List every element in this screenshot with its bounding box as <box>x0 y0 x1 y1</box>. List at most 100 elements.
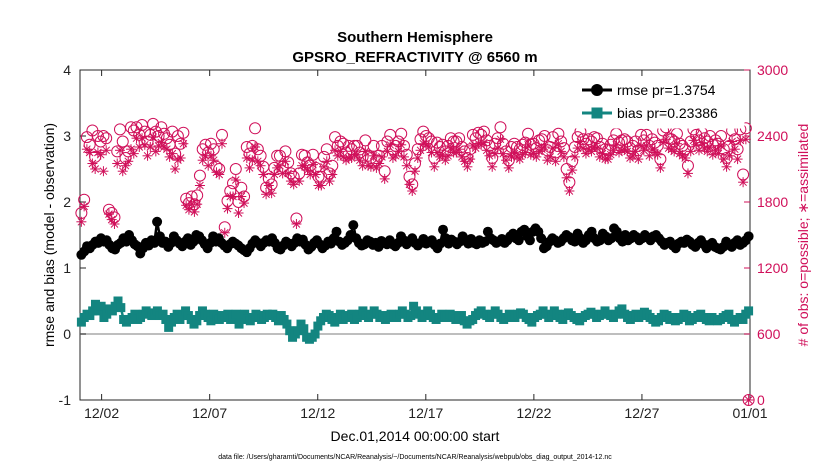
obs-assimilated-point <box>208 155 219 166</box>
obs-possible-point <box>254 149 267 162</box>
obs-possible-point <box>193 169 206 182</box>
y-tick-label-right: 3000 <box>757 62 788 78</box>
obs-assimilated-point <box>178 138 189 149</box>
obs-possible-point <box>215 128 228 141</box>
obs-possible-point <box>648 136 661 149</box>
bias-point <box>93 306 103 316</box>
obs-possible-point <box>78 193 91 206</box>
obs-assimilated-point <box>142 150 153 161</box>
x-tick-label: 12/17 <box>408 405 443 421</box>
obs-possible-point <box>461 152 474 164</box>
obs-possible-point <box>342 139 355 152</box>
y-tick-label-right: 600 <box>757 326 781 342</box>
bias-point <box>161 314 171 324</box>
bias-point <box>285 326 295 336</box>
obs-assimilated-point <box>101 145 112 156</box>
x-tick-label: 01/01 <box>732 405 767 421</box>
obs-possible-point <box>651 139 664 152</box>
bias-point <box>682 311 692 321</box>
obs-possible-point <box>409 157 421 170</box>
bias-point <box>234 319 244 329</box>
obs-assimilated-point <box>743 395 754 405</box>
obs-possible-point <box>351 139 364 152</box>
obs-possible-point <box>320 143 333 156</box>
obs-possible-point <box>395 127 408 140</box>
bias-point <box>181 306 191 316</box>
y-tick-label-right: 1800 <box>757 194 788 210</box>
obs-possible-point <box>188 198 201 211</box>
bias-point <box>231 309 241 319</box>
bias-point <box>166 317 176 327</box>
bias-point <box>335 309 345 319</box>
obs-assimilated-point <box>117 166 128 177</box>
bias-point <box>279 314 289 324</box>
obs-assimilated-point <box>98 166 109 177</box>
obs-possible-point <box>191 189 204 202</box>
obs-assimilated-point <box>233 208 244 218</box>
obs-possible-point <box>742 394 755 406</box>
obs-possible-point <box>309 161 322 174</box>
y-axis-left-label: rmse and bias (model - observation) <box>41 123 57 347</box>
obs-assimilated-point <box>90 164 101 174</box>
bias-point <box>406 311 416 321</box>
obs-possible-point <box>359 134 372 147</box>
obs-possible-point <box>502 154 515 167</box>
obs-possible-point <box>378 165 391 178</box>
bias-point <box>130 309 140 319</box>
obs-possible-point <box>403 170 416 183</box>
obs-possible-point <box>425 135 438 148</box>
obs-possible-point <box>483 139 496 152</box>
obs-possible-point <box>555 135 568 148</box>
x-tick-label: 12/07 <box>192 405 227 421</box>
rmse-point <box>348 220 359 231</box>
obs-possible-point <box>262 172 275 185</box>
obs-possible-point <box>318 150 331 163</box>
bias-point <box>313 321 323 331</box>
legend-bias-marker <box>591 107 603 119</box>
obs-possible-point <box>494 121 507 134</box>
obs-possible-point <box>602 144 615 157</box>
obs-assimilated-point <box>189 206 200 217</box>
obs-possible-point <box>477 125 490 138</box>
bias-point <box>273 316 283 326</box>
obs-possible-point <box>293 167 306 180</box>
obs-possible-point <box>326 159 339 172</box>
obs-possible-point <box>169 147 182 160</box>
bias-point <box>456 311 466 321</box>
obs-possible-point <box>91 130 104 142</box>
obs-assimilated-point <box>732 154 743 165</box>
obs-assimilated-point <box>170 164 181 174</box>
bias-point <box>420 311 430 321</box>
obs-possible-point <box>458 145 471 158</box>
obs-possible-point <box>400 148 413 161</box>
obs-possible-point <box>235 181 248 194</box>
obs-assimilated-point <box>244 162 255 173</box>
obs-possible-point <box>290 212 303 225</box>
bias-point <box>310 329 320 339</box>
obs-possible-point <box>315 170 328 183</box>
bias-point <box>76 317 86 327</box>
rmse-point <box>524 235 535 246</box>
obs-possible-series <box>75 117 755 406</box>
chart-title: Southern Hemisphere <box>337 29 493 46</box>
obs-possible-point <box>428 152 441 164</box>
bias-point <box>296 319 306 329</box>
bias-point <box>617 304 627 314</box>
bias-point <box>558 314 568 324</box>
obs-possible-point <box>116 135 129 148</box>
obs-possible-point <box>436 138 449 151</box>
obs-possible-point <box>731 143 744 156</box>
obs-possible-point <box>282 156 295 169</box>
bias-point <box>282 319 292 329</box>
obs-possible-point <box>141 135 154 148</box>
y-tick-label-left: 2 <box>63 194 71 210</box>
obs-possible-point <box>182 197 195 210</box>
obs-possible-point <box>108 211 121 224</box>
bias-series <box>76 296 754 344</box>
obs-possible-point <box>119 152 132 164</box>
obs-possible-point <box>204 137 217 150</box>
obs-possible-point <box>185 190 198 203</box>
bias-point <box>88 306 98 316</box>
rmse-point <box>438 224 449 235</box>
